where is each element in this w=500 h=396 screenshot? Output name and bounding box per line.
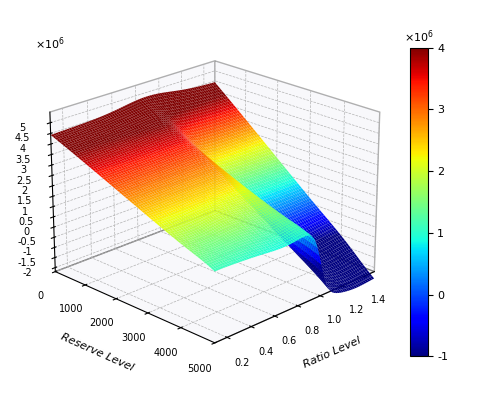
X-axis label: Ratio Level: Ratio Level bbox=[302, 335, 362, 370]
Title: $\times10^6$: $\times10^6$ bbox=[404, 29, 434, 46]
Text: $\times10^6$: $\times10^6$ bbox=[36, 35, 66, 52]
Y-axis label: Reserve Level: Reserve Level bbox=[60, 332, 135, 373]
